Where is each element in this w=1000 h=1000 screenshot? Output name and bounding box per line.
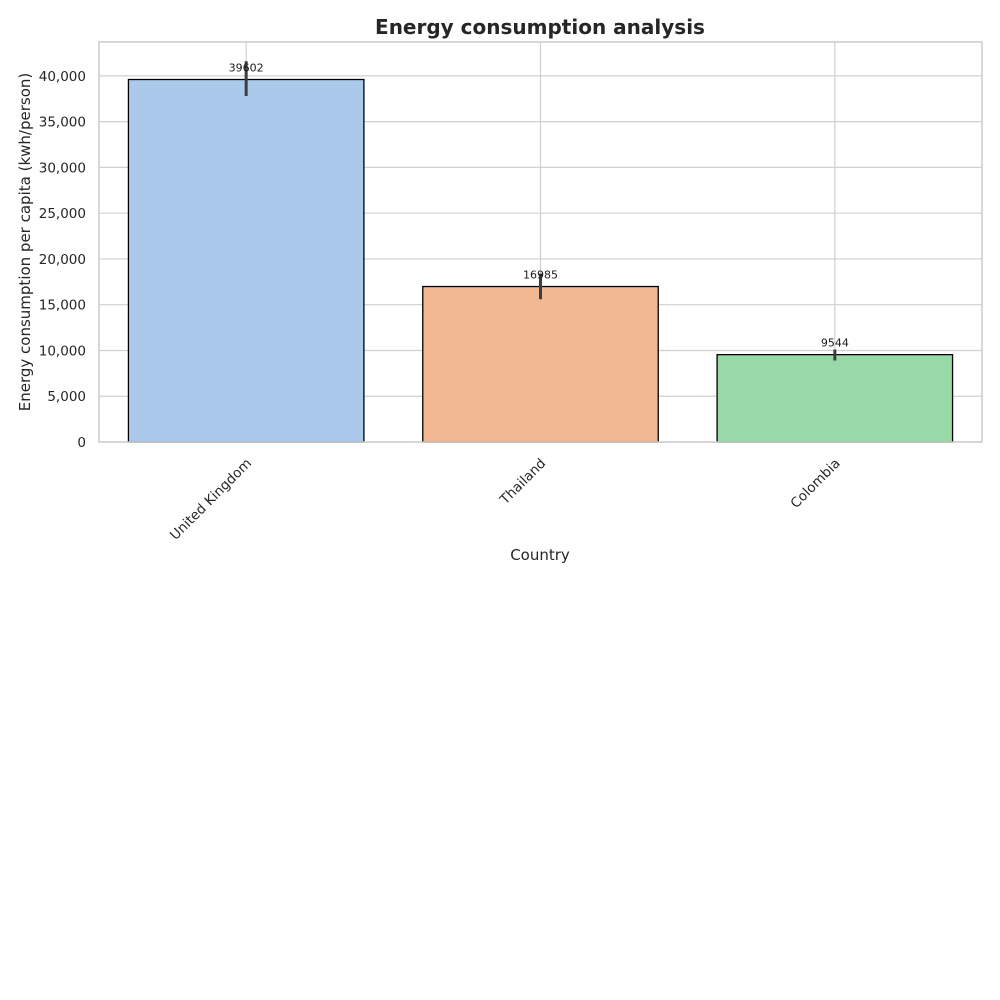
plot-frame	[98, 41, 983, 443]
bars	[127, 78, 954, 443]
y-tick-label: 10,000	[39, 343, 86, 359]
x-tick-label: Colombia	[787, 456, 843, 512]
y-tick-label: 5,000	[47, 389, 86, 405]
bar	[127, 78, 365, 443]
y-tick-label: 40,000	[39, 69, 86, 85]
data-label: 16985	[523, 269, 558, 282]
y-tick-label: 35,000	[39, 115, 86, 131]
y-axis-label: Energy consumption per capita (kwh/perso…	[16, 73, 34, 411]
x-axis-label: Country	[510, 546, 570, 564]
data-label: 39602	[229, 62, 264, 75]
y-tick-label: 0	[77, 435, 86, 451]
y-axis-ticks: 0 5,000 10,000 15,000 20,000 25,000 30,000 35,0…	[39, 69, 86, 451]
bar	[422, 285, 659, 443]
x-tick-label: United Kingdom	[167, 456, 255, 544]
x-axis-ticks: United Kingdom Thailand Colombia	[167, 456, 844, 544]
error-bars	[244, 61, 837, 361]
chart-title: Energy consumption analysis	[375, 15, 705, 39]
y-tick-label: 15,000	[39, 298, 86, 314]
data-labels: 39602 16985 9544	[229, 62, 849, 350]
data-label: 9544	[821, 337, 849, 350]
bar	[716, 353, 954, 443]
y-tick-label: 25,000	[39, 206, 86, 222]
y-tick-label: 20,000	[39, 252, 86, 268]
y-tick-label: 30,000	[39, 160, 86, 176]
x-tick-label: Thailand	[496, 456, 549, 509]
